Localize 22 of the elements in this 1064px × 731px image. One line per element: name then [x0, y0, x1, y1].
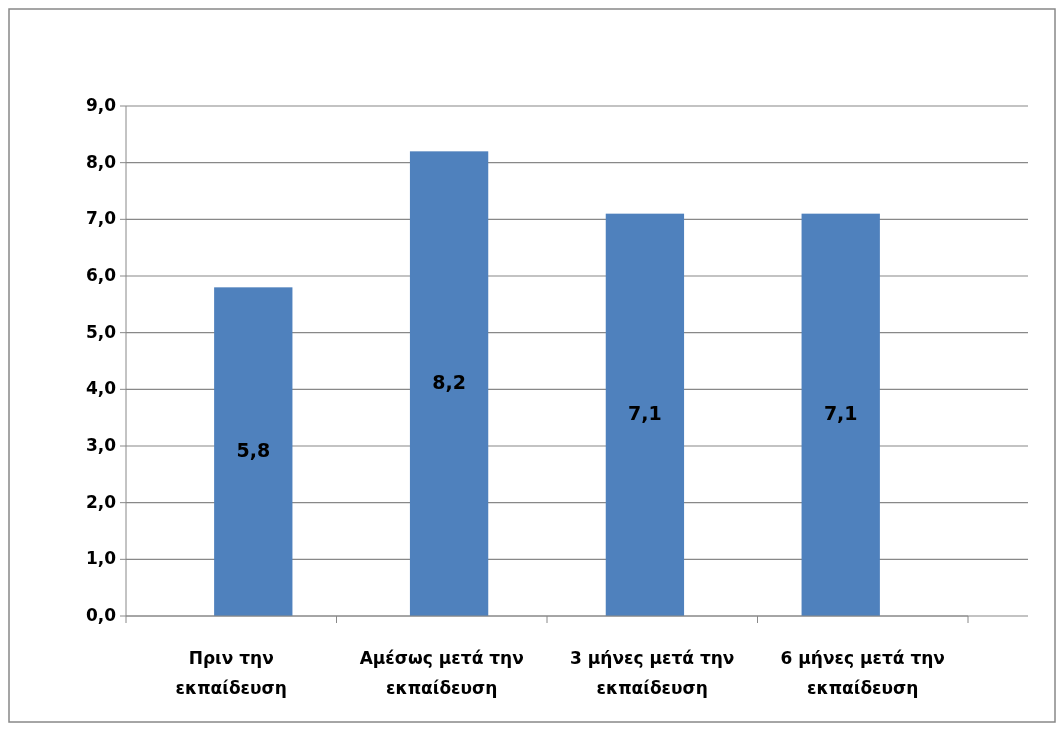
- y-tick-label: 1,0: [85, 548, 117, 569]
- data-label: 7,1: [628, 402, 662, 425]
- bar: [409, 151, 489, 616]
- data-label: 5,8: [236, 439, 271, 462]
- data-label: 8,2: [432, 371, 466, 394]
- y-tick-label: 0,0: [85, 605, 117, 625]
- y-tick-label: 5,0: [85, 321, 117, 342]
- y-tick-label: 2,0: [85, 491, 117, 512]
- y-tick-label: 8,0: [85, 151, 117, 172]
- y-tick-label: 9,0: [85, 95, 117, 115]
- bar: [801, 213, 880, 616]
- bar: [605, 213, 685, 616]
- y-tick-label: 7,0: [85, 208, 117, 229]
- bar: [214, 287, 293, 616]
- y-tick-label: 6,0: [85, 265, 117, 285]
- y-tick-label: 3,0: [85, 435, 117, 455]
- y-tick-label: 4,0: [85, 378, 117, 399]
- x-tick-label: Αμέσως μετά την εκπαίδευση: [359, 648, 524, 698]
- x-tick-label: 6 μήνες μετά την εκπαίδευση: [780, 648, 945, 698]
- x-tick-label: Πριν την εκπαίδευση: [175, 648, 287, 698]
- x-tick-label: 3 μήνες μετά την εκπαίδευση: [570, 648, 735, 698]
- data-label: 7,1: [823, 402, 858, 425]
